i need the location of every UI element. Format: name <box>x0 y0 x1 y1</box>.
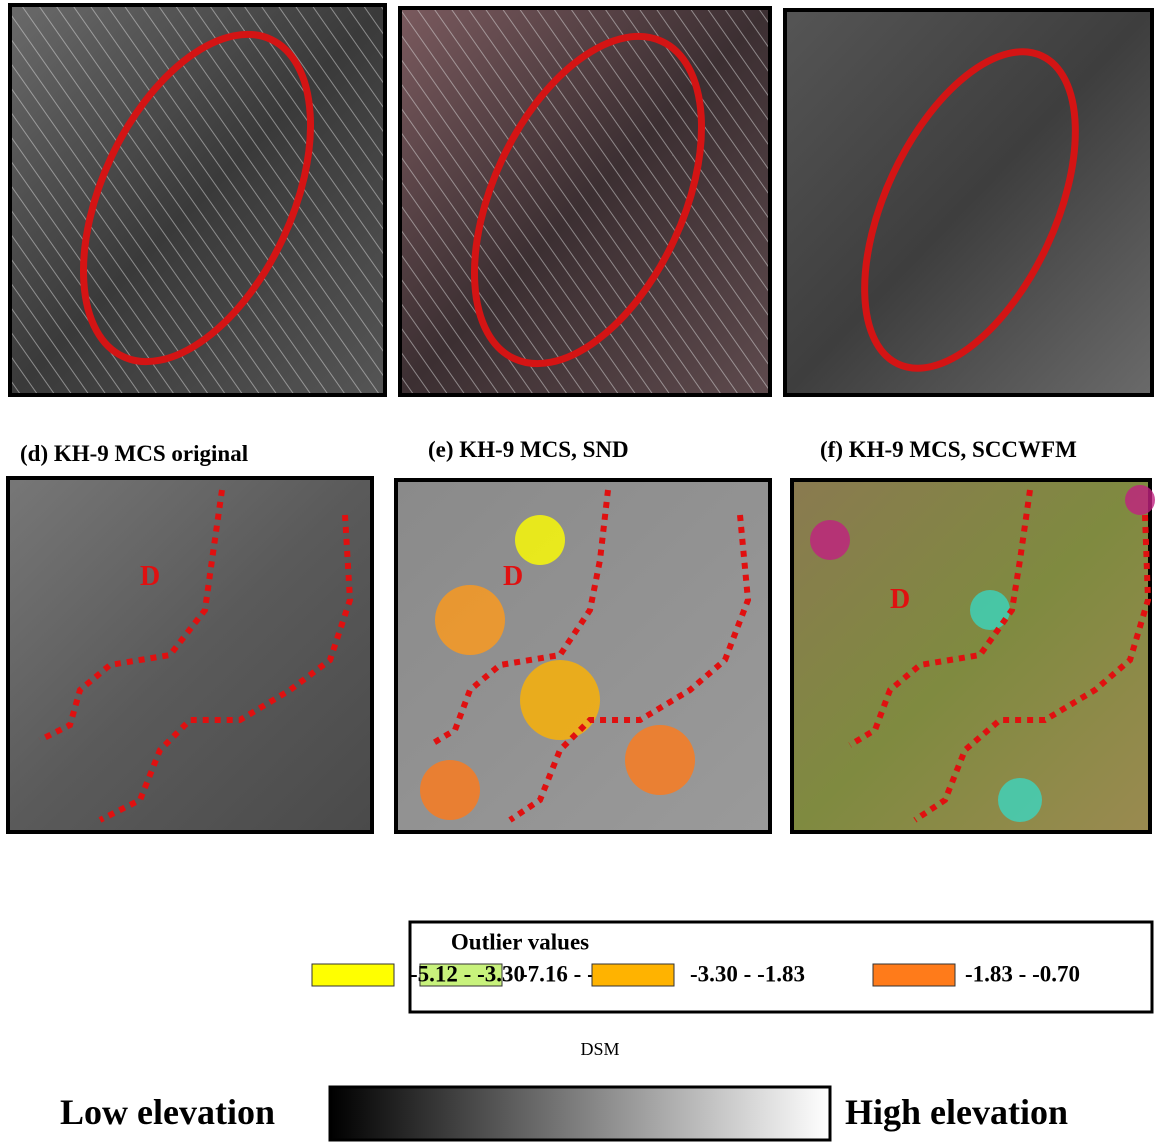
panel-c <box>785 10 1152 400</box>
caption: (d) KH-9 MCS original <box>20 441 248 466</box>
panel-b <box>400 1 770 399</box>
legend-label: -1.83 - -0.70 <box>965 961 1080 986</box>
dsm-title: DSM <box>580 1039 619 1059</box>
panel-f: D <box>792 480 1155 832</box>
low-label: Low elevation <box>60 1092 275 1132</box>
legend-swatch <box>312 964 394 986</box>
caption: (e) KH-9 MCS, SND <box>428 437 629 462</box>
legend-title: Outlier values <box>451 929 589 954</box>
caption: (f) KH-9 MCS, SCCWFM <box>820 437 1077 462</box>
marker: D <box>503 561 523 592</box>
marker: D <box>890 584 910 615</box>
panel-d: D <box>8 478 372 832</box>
high-label: High elevation <box>845 1092 1068 1132</box>
panel-e: D <box>396 480 770 832</box>
legend-label: -5.12 - -3.30 <box>410 961 525 986</box>
dsm-bar <box>330 1087 830 1140</box>
figure: (d) KH-9 MCS original (e) KH-9 MCS, SND … <box>0 0 1169 1142</box>
legend-swatch <box>873 964 955 986</box>
panel-a <box>10 0 385 397</box>
legend: Outlier values -7.16 - -5.12-5.12 - -3.3… <box>312 922 1152 1012</box>
legend-label: -3.30 - -1.83 <box>690 961 805 986</box>
legend-swatch <box>592 964 674 986</box>
marker: D <box>140 561 160 592</box>
